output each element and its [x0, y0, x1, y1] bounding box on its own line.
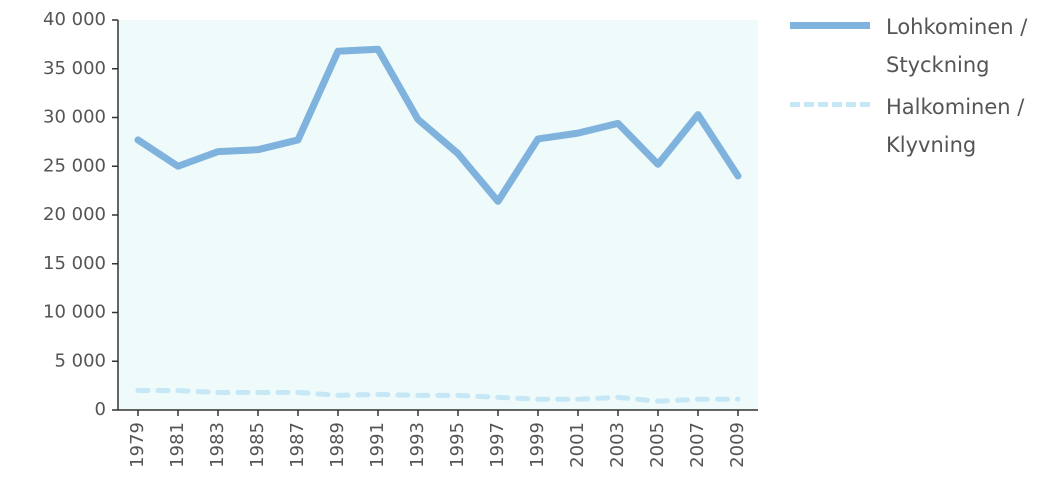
x-tick-label: 1981: [167, 422, 188, 468]
y-tick-label: 10 000: [43, 302, 106, 323]
y-tick-label: 35 000: [43, 58, 106, 79]
x-tick-label: 2009: [727, 422, 748, 468]
y-tick-label: 30 000: [43, 107, 106, 128]
legend-item: Halkominen / Klyvning: [790, 88, 1036, 164]
y-tick-label: 40 000: [43, 9, 106, 30]
legend: Lohkominen / Styckning Halkominen / Klyvn…: [790, 8, 1030, 168]
x-tick-label: 1997: [487, 422, 508, 468]
x-tick-label: 1985: [247, 422, 268, 468]
x-tick-label: 2007: [687, 422, 708, 468]
x-tick-label: 2005: [647, 422, 668, 468]
y-tick-label: 25 000: [43, 155, 106, 176]
x-tick-label: 1987: [287, 422, 308, 468]
x-tick-label: 1993: [407, 422, 428, 468]
x-tick-label: 2003: [607, 422, 628, 468]
legend-label: Halkominen / Klyvning: [886, 95, 1025, 157]
x-tick-label: 1983: [207, 422, 228, 468]
series-line: [134, 45, 742, 205]
plot-background: [118, 20, 758, 410]
x-tick-label: 2001: [567, 422, 588, 468]
y-tick-label: 15 000: [43, 253, 106, 274]
y-tick-label: 0: [95, 399, 106, 420]
legend-item: Lohkominen / Styckning: [790, 8, 1036, 84]
legend-swatch: [790, 102, 870, 107]
x-tick-label: 1991: [367, 422, 388, 468]
legend-swatch: [790, 22, 870, 29]
x-tick-label: 1979: [127, 422, 148, 468]
x-tick-label: 1995: [447, 422, 468, 468]
x-tick-label: 1999: [527, 422, 548, 468]
y-tick-label: 5 000: [54, 350, 106, 371]
x-tick-label: 1989: [327, 422, 348, 468]
y-tick-label: 20 000: [43, 204, 106, 225]
legend-label: Lohkominen / Styckning: [886, 15, 1028, 77]
series-line: [135, 388, 741, 404]
